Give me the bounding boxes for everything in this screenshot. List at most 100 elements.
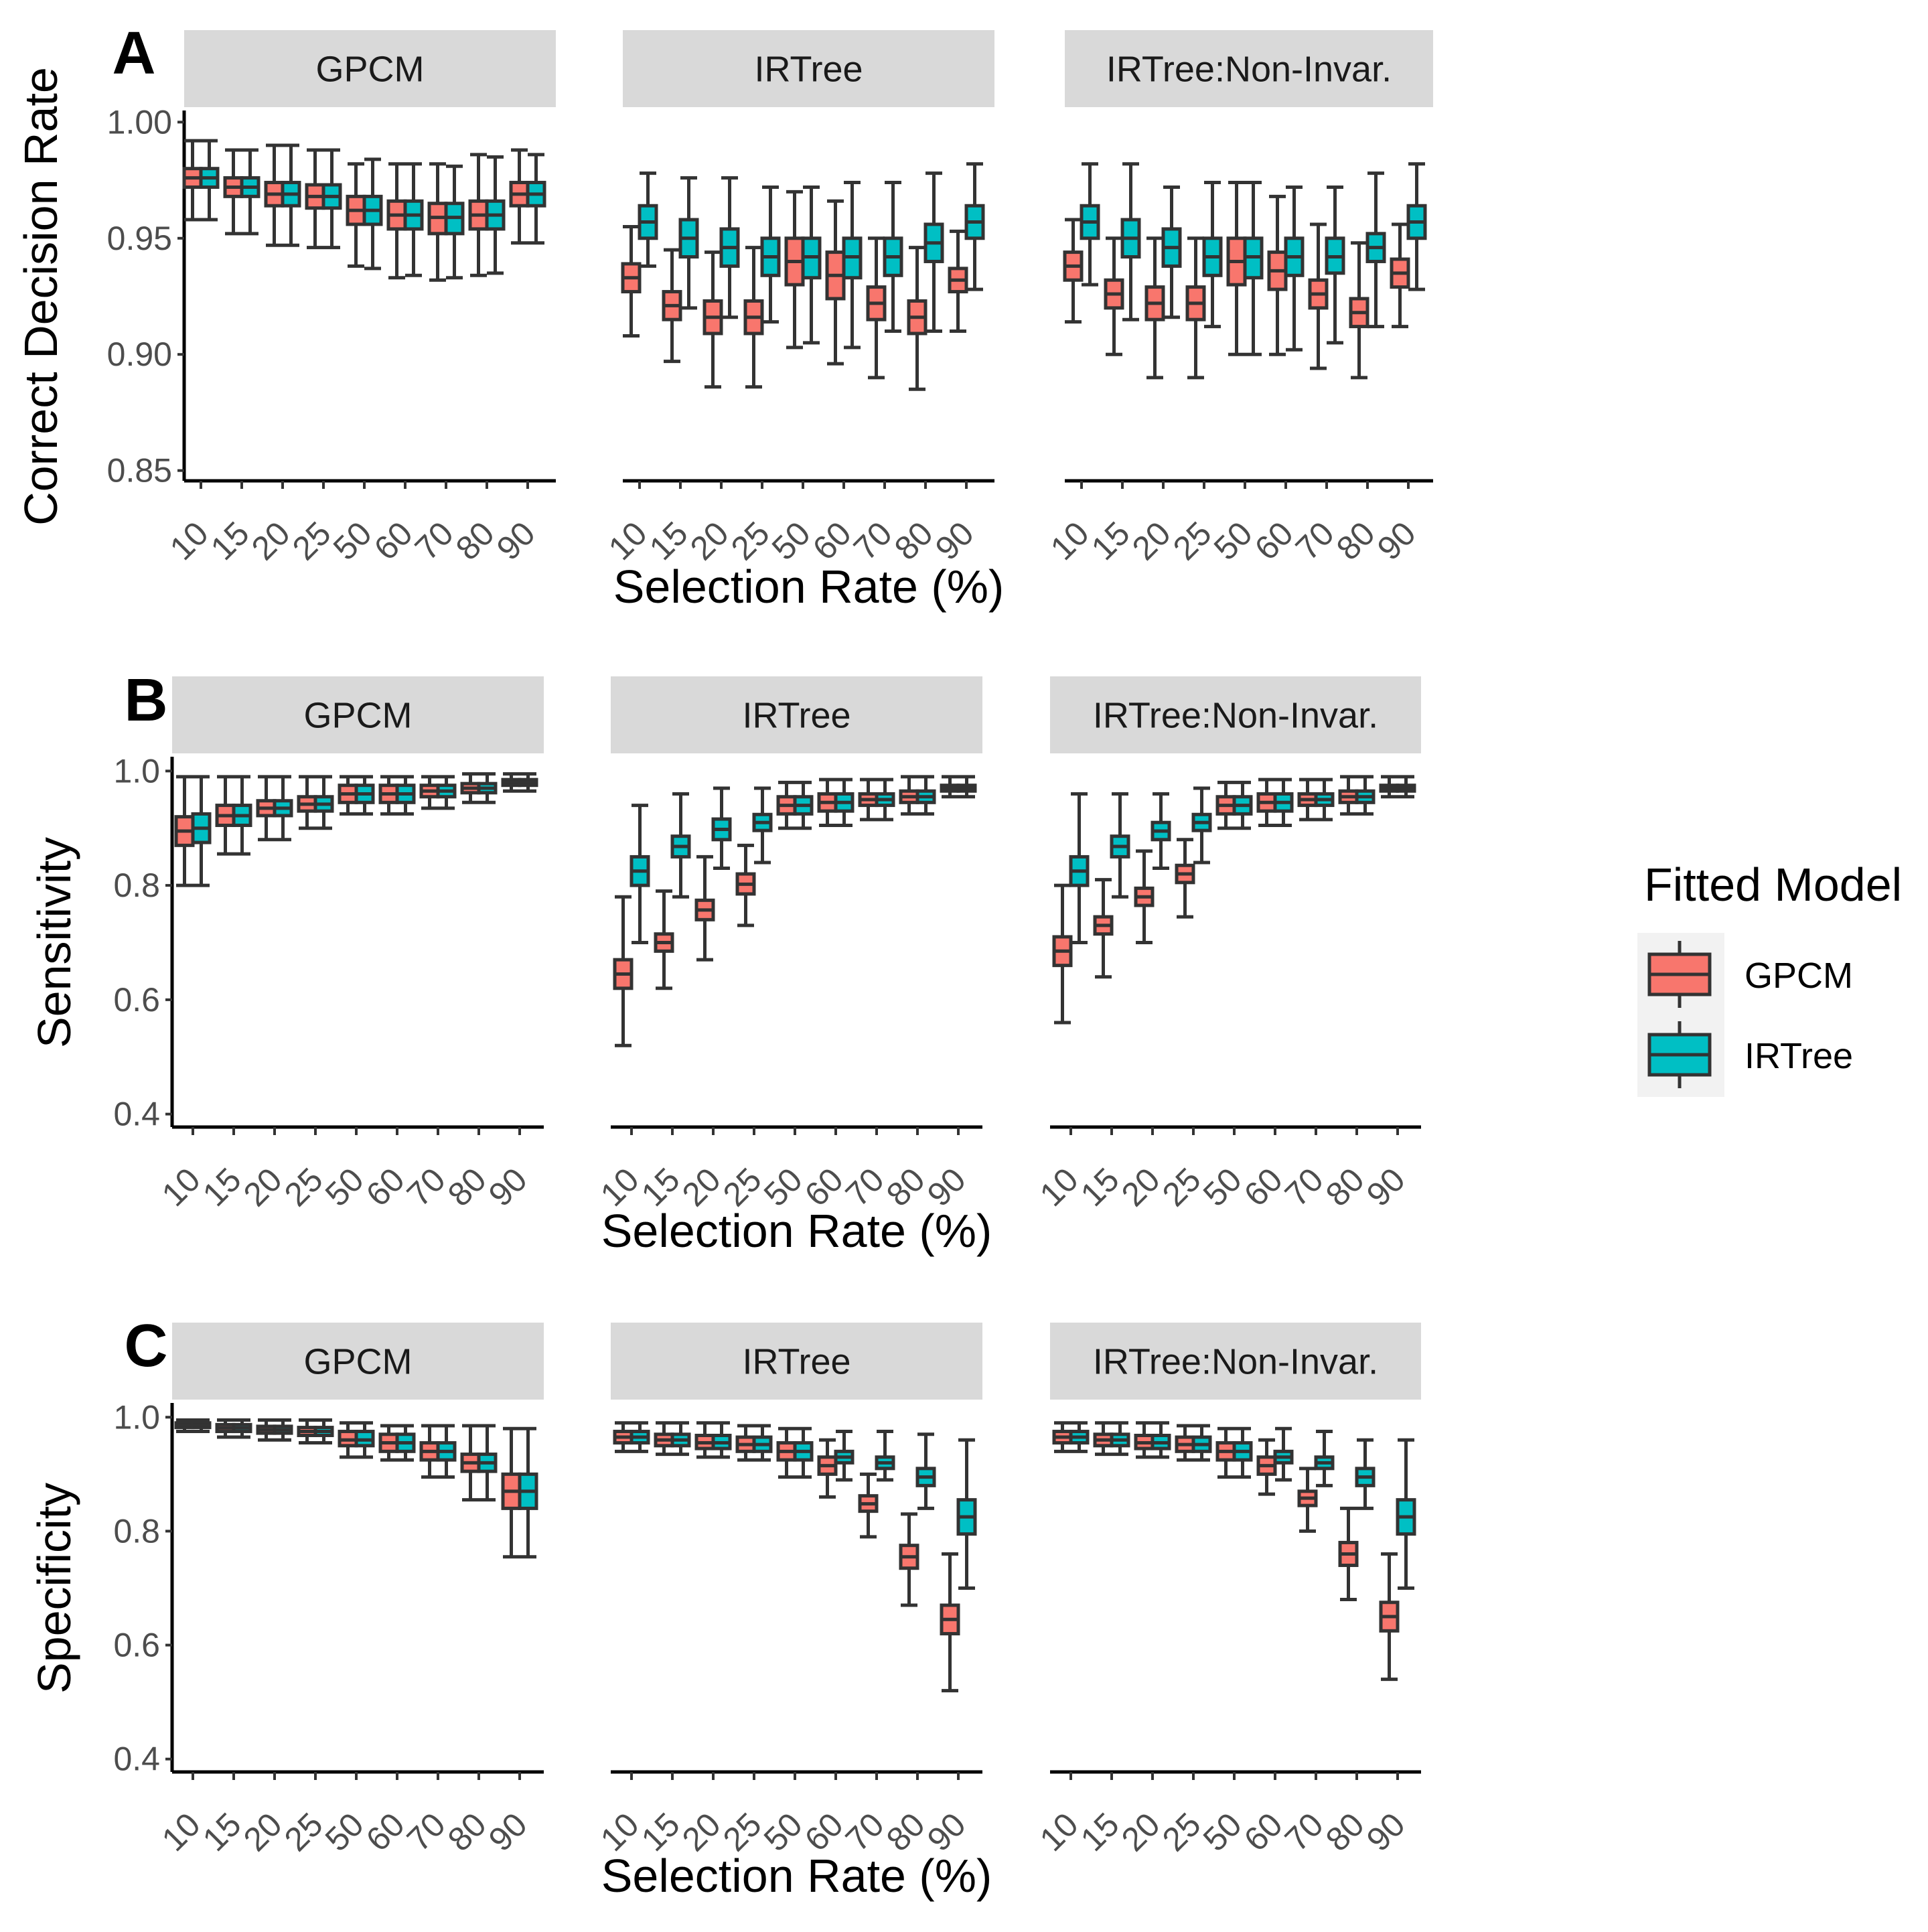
facet-title: IRTree [742,1342,850,1382]
irtree-box [1110,1421,1130,1457]
gpcm-box [338,1421,358,1459]
irtree-box [477,1424,498,1502]
gpcm-box [338,775,358,816]
chart-row-b: BSensitivity0.40.60.81.0GPCM101520255060… [28,667,1421,1257]
gpcm-box [1093,878,1114,979]
irtree-box [670,792,691,899]
gpcm-box [1052,883,1073,1025]
gpcm-box [1308,222,1329,370]
gpcm-box [743,246,764,389]
irtree-box [719,176,740,319]
irtree-box [1232,1426,1253,1479]
facet-title: IRTree:Non-Invar. [1106,50,1392,90]
facet-strip [172,1323,544,1400]
irtree-box [1243,181,1264,356]
gpcm-box [1134,1421,1155,1459]
irtree-box [1273,777,1294,827]
irtree-box [281,143,301,247]
irtree-box [915,775,936,816]
irtree-box [1080,162,1100,287]
gpcm-box [817,1438,838,1499]
gpcm-box [1175,838,1195,919]
y-tick-label: 1.00 [107,103,172,141]
irtree-box [444,164,465,280]
x-axis-title: Selection Rate (%) [601,1850,992,1902]
y-axis-title: Correct Decision Rate [15,67,67,526]
facet-strip [623,30,994,107]
irtree-box [923,171,944,333]
y-tick-label: 1.0 [113,1398,160,1436]
irtree-box [273,775,293,842]
gpcm-box [899,1512,919,1607]
irtree-box [752,786,773,865]
irtree-box [313,1418,334,1445]
irtree-box [883,181,903,333]
irtree-box [1355,1438,1376,1510]
y-tick-label: 0.4 [113,1740,160,1778]
legend-item-gpcm: GPCM [1647,941,1853,1008]
irtree-box [875,777,895,822]
facet-title: GPCM [304,1342,413,1382]
irtree-box [875,1430,895,1482]
facet-title: IRTree [742,696,850,736]
facet-strip [1050,1323,1421,1400]
irtree-box [1191,1424,1212,1462]
irtree-box [1355,775,1376,816]
gpcm-box [1379,1552,1400,1682]
irtree-box [526,153,546,245]
irtree-box [1365,171,1386,329]
facet-title: GPCM [316,50,425,90]
gpcm-box [460,772,481,804]
irtree-box [1069,792,1090,944]
irtree-box [1120,162,1141,321]
irtree-box [801,185,822,345]
irtree-box [436,775,457,810]
irtree-box [711,1421,732,1459]
gpcm-box [948,229,968,333]
irtree-box [354,775,375,816]
irtree-box [1151,792,1171,870]
irtree-box [321,148,342,250]
irtree-box [1151,1421,1171,1459]
irtree-box [1396,1438,1416,1590]
gpcm-box [654,889,674,990]
irtree-box [1191,786,1212,865]
irtree-box [1273,1426,1294,1482]
gpcm-box [907,246,928,391]
irtree-box [362,157,383,271]
irtree-box [678,176,699,310]
gpcm-box [1256,1438,1277,1496]
irtree-box [1325,185,1345,345]
panel-label: B [125,667,168,734]
gpcm-box [378,1424,399,1462]
irtree-box [842,181,863,350]
irtree-box [956,775,977,799]
gpcm-box [501,772,522,793]
irtree-box [313,775,334,830]
facet-strip [611,676,982,753]
irtree-box [834,777,855,827]
irtree-box [1069,1421,1090,1453]
panel-label: A [113,20,156,87]
irtree-box [1110,792,1130,899]
gpcm-box [940,1552,960,1693]
gpcm-box [1185,236,1206,380]
gpcm-box [662,248,682,364]
gpcm-box [1297,1467,1318,1533]
irtree-box [1202,181,1223,329]
irtree-box [834,1430,855,1482]
irtree-box [964,162,985,291]
gpcm-box [694,1421,715,1459]
y-tick-label: 0.8 [113,867,160,904]
y-tick-label: 0.90 [107,336,172,373]
legend-label: IRTree [1745,1036,1853,1076]
gpcm-box [817,777,838,827]
facet-strip [172,676,544,753]
gpcm-box [174,775,195,887]
irtree-box [518,1426,538,1559]
facet-strip [1065,30,1433,107]
irtree-box [1284,185,1305,352]
irtree-box [232,775,252,856]
irtree-box [477,772,498,804]
irtree-box [956,1438,977,1590]
